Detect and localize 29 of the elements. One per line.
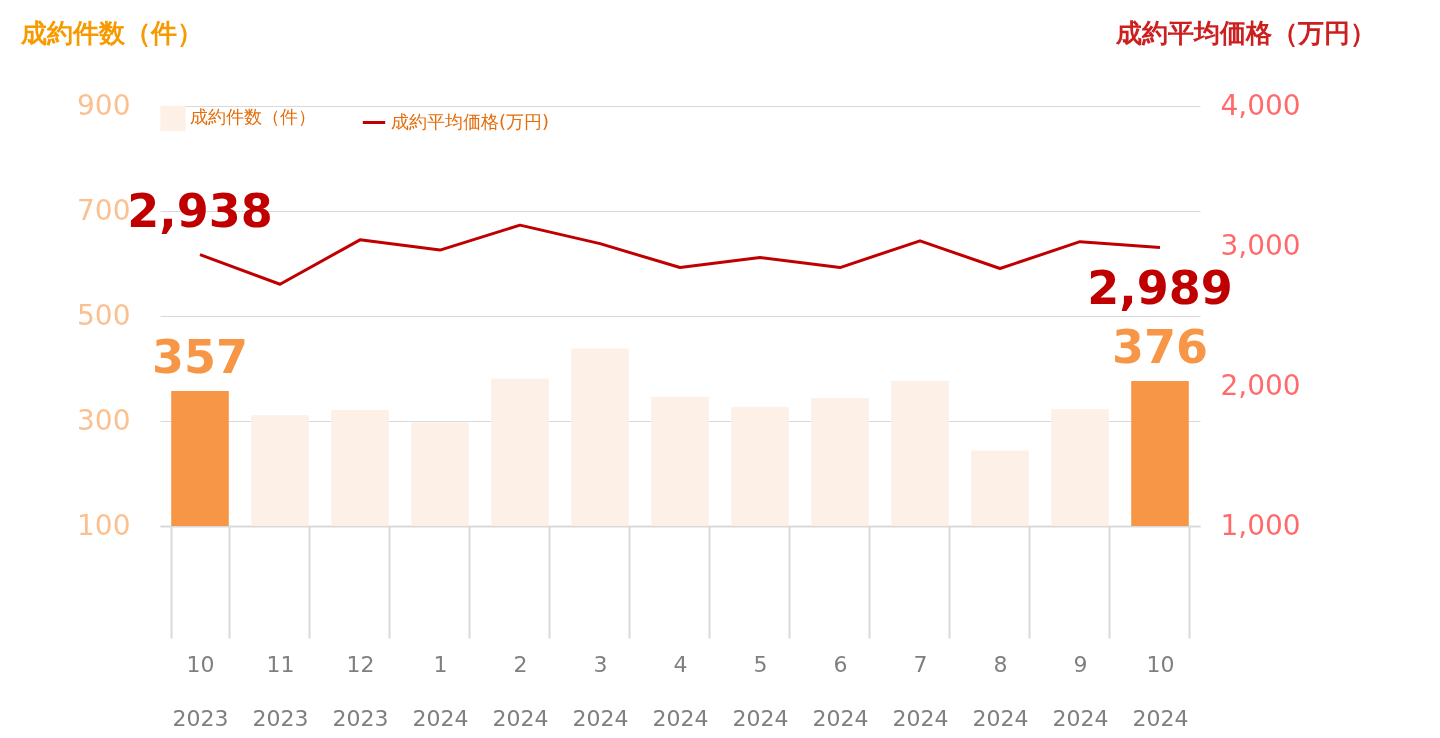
category-label: 4 2024 [652, 651, 709, 731]
category-label: 5 2024 [732, 651, 789, 731]
category-label: 12 2023 [332, 651, 389, 731]
category-label: 1 2024 [412, 651, 469, 731]
category-label: 2 2024 [492, 651, 549, 731]
category-label: 3 2024 [572, 651, 629, 731]
y-tick-label: 300 [77, 403, 131, 437]
y2-axis-title: 成約平均価格（万円） [1114, 17, 1376, 48]
y2-tick-label: 2,000 [1220, 368, 1301, 402]
category-label: 8 2024 [972, 651, 1029, 731]
category-label: 10 2024 [1132, 651, 1189, 731]
y2-tick-label: 3,000 [1220, 228, 1301, 262]
legend-label: 成約件数（件） [190, 106, 316, 128]
category-label: 6 2024 [812, 651, 869, 731]
y-tick-label: 700 [77, 193, 131, 227]
data-label: 357 [151, 330, 249, 385]
category-label: 10 2023 [172, 651, 229, 731]
y-tick-label: 100 [77, 508, 131, 542]
category-label: 7 2024 [892, 651, 949, 731]
legend-label: 成約平均価格(万円) [391, 110, 550, 132]
y2-tick-label: 4,000 [1220, 88, 1301, 122]
data-label: 2,989 [1087, 260, 1233, 315]
y-tick-label: 900 [77, 88, 131, 122]
y-tick-label: 500 [77, 298, 131, 332]
y2-tick-label: 1,000 [1220, 508, 1301, 542]
data-label: 376 [1111, 320, 1209, 375]
y-axis-title: 成約件数（件） [19, 17, 203, 48]
category-label: 9 2024 [1052, 651, 1109, 731]
category-label: 11 2023 [252, 651, 309, 731]
